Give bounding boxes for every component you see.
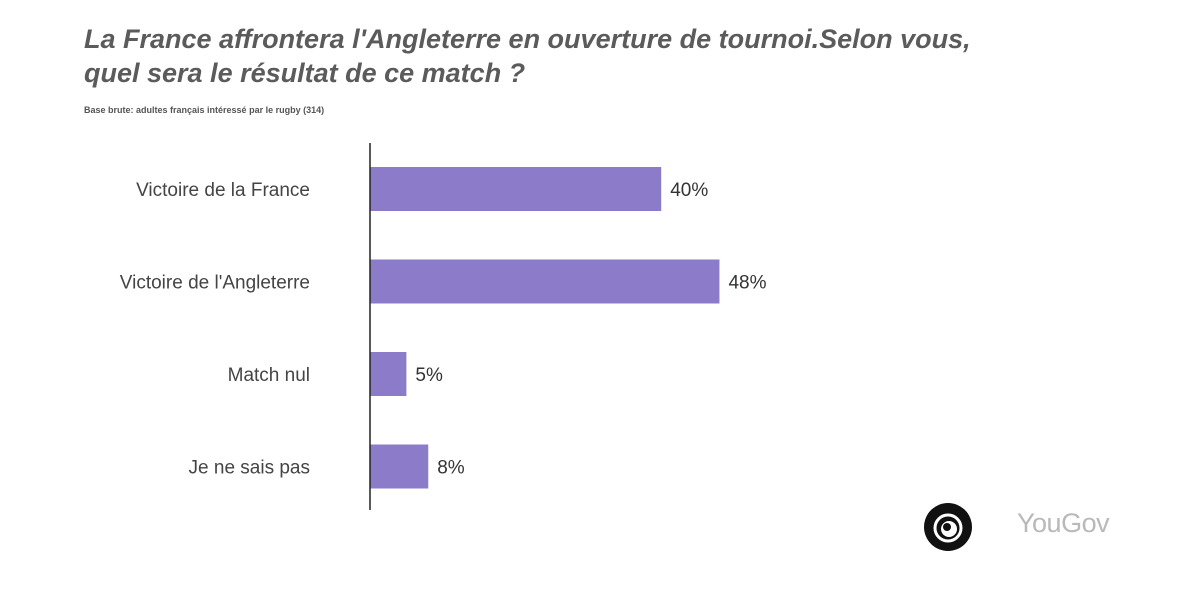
bar-1 — [370, 167, 662, 211]
value-label: 48% — [728, 273, 766, 294]
bar-4 — [370, 444, 429, 489]
category-label: Match nul — [228, 365, 310, 386]
bar-3 — [370, 352, 407, 396]
value-label: 8% — [437, 458, 465, 479]
chart-title-line-1: La France affrontera l'Angleterre en ouv… — [84, 24, 971, 54]
category-label: Victoire de la France — [136, 180, 310, 201]
category-label: Victoire de l'Angleterre — [120, 273, 310, 294]
chart-title-line-2: quel sera le résultat de ce match ? — [84, 58, 526, 88]
base-note: Base brute: adultes français intéressé p… — [84, 105, 325, 115]
bar-2 — [370, 259, 720, 304]
value-label: 5% — [415, 365, 443, 386]
category-label: Je ne sais pas — [189, 458, 310, 479]
value-label: 40% — [670, 180, 708, 201]
brand-logo: YouGov — [1017, 508, 1110, 538]
chart-title: La France affrontera l'Angleterre en ouv… — [84, 22, 1164, 90]
yougov-eye-icon — [924, 503, 972, 551]
